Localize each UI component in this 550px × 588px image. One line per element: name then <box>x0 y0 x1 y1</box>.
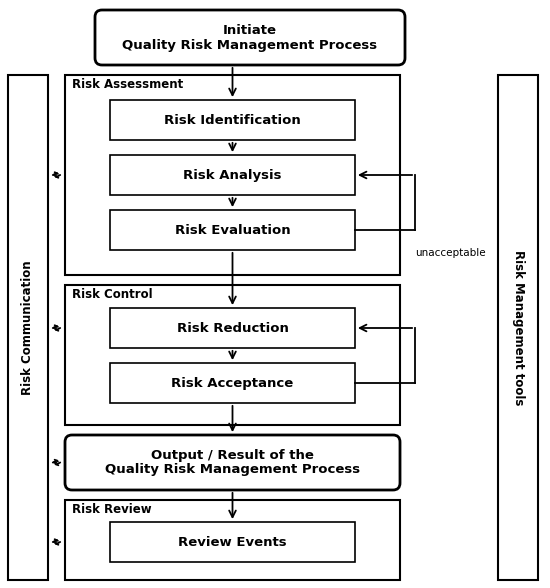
Text: Risk Review: Risk Review <box>72 503 152 516</box>
Text: Risk Control: Risk Control <box>72 288 153 301</box>
Bar <box>110 210 355 250</box>
Text: Risk Management tools: Risk Management tools <box>512 250 525 405</box>
FancyBboxPatch shape <box>65 435 400 490</box>
Text: Risk Acceptance: Risk Acceptance <box>172 376 294 389</box>
Text: Risk Reduction: Risk Reduction <box>177 322 288 335</box>
FancyBboxPatch shape <box>95 10 405 65</box>
Bar <box>110 522 355 562</box>
Text: Risk Identification: Risk Identification <box>164 113 301 126</box>
Bar <box>110 100 355 140</box>
Bar <box>498 75 538 580</box>
Text: Risk Evaluation: Risk Evaluation <box>175 223 290 236</box>
Bar <box>110 155 355 195</box>
Bar <box>110 308 355 348</box>
Text: Risk Communication: Risk Communication <box>21 260 35 395</box>
Text: unacceptable: unacceptable <box>415 248 486 258</box>
Text: Output / Result of the
Quality Risk Management Process: Output / Result of the Quality Risk Mana… <box>105 449 360 476</box>
Bar <box>65 500 400 580</box>
Text: Initiate
Quality Risk Management Process: Initiate Quality Risk Management Process <box>123 24 377 52</box>
Text: Risk Assessment: Risk Assessment <box>72 78 183 91</box>
Bar <box>65 285 400 425</box>
Bar <box>65 75 400 275</box>
Bar <box>8 75 48 580</box>
Text: Review Events: Review Events <box>178 536 287 549</box>
Bar <box>110 363 355 403</box>
Text: Risk Analysis: Risk Analysis <box>183 169 282 182</box>
